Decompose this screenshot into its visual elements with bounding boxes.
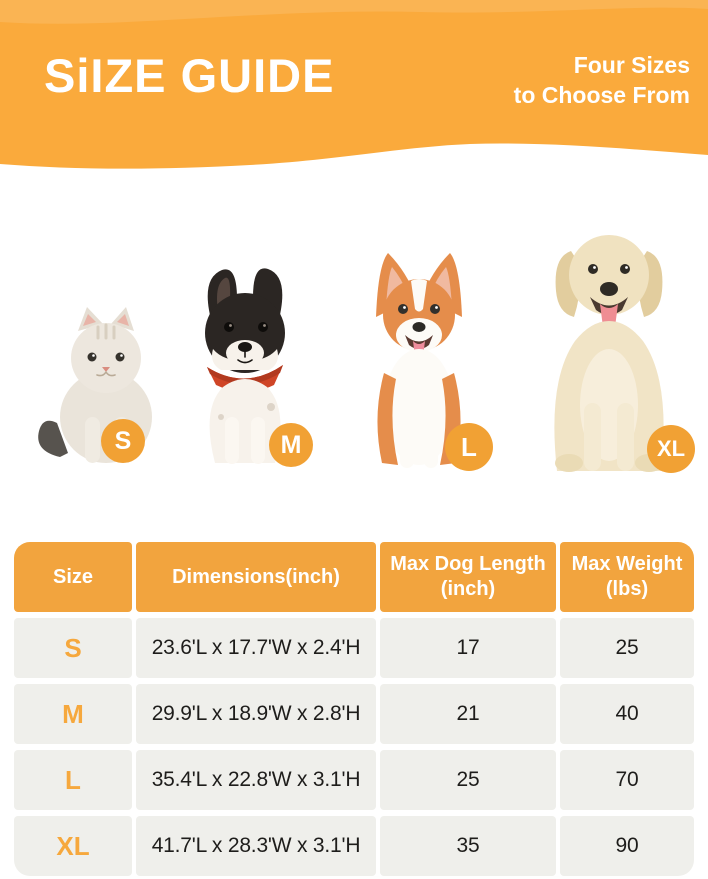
- size-badge-l: L: [445, 423, 493, 471]
- column-header-size: Size: [14, 542, 132, 612]
- row-s-weight-cell: 25: [560, 618, 694, 678]
- pets-size-illustration-strip: S M: [0, 185, 708, 542]
- row-xl-size-cell: XL: [14, 816, 132, 876]
- row-l-weight-cell: 70: [560, 750, 694, 810]
- page-subtitle: Four Sizes to Choose From: [514, 50, 690, 111]
- row-l-size-cell: L: [14, 750, 132, 810]
- french-bulldog-image: [177, 267, 313, 465]
- row-l-length-cell: 25: [380, 750, 556, 810]
- page-subtitle-line2: to Choose From: [513, 82, 690, 109]
- row-m-length-cell: 21: [380, 684, 556, 744]
- cat-image: [30, 305, 170, 465]
- row-m-size-cell: M: [14, 684, 132, 744]
- row-s-size-cell: S: [14, 618, 132, 678]
- row-s-length-cell: 17: [380, 618, 556, 678]
- page-title: SiIZE GUIDE: [44, 49, 335, 102]
- row-xl-weight-cell: 90: [560, 816, 694, 876]
- row-s-dimensions-cell: 23.6'L x 17.7'W x 2.4'H: [136, 618, 376, 678]
- row-m-dimensions-cell: 29.9'L x 18.9'W x 2.8'H: [136, 684, 376, 744]
- row-xl-length-cell: 35: [380, 816, 556, 876]
- row-m-weight-cell: 40: [560, 684, 694, 744]
- size-badge-s: S: [101, 419, 145, 463]
- column-header-dimensions: Dimensions(inch): [136, 542, 376, 612]
- row-xl-dimensions-cell: 41.7'L x 28.3'W x 3.1'H: [136, 816, 376, 876]
- row-l-dimensions-cell: 35.4'L x 22.8'W x 3.1'H: [136, 750, 376, 810]
- column-header-max-weight: Max Weight (lbs): [560, 542, 694, 612]
- banner-bottom-wave-decoration: [0, 143, 708, 185]
- size-guide-table: Size Dimensions(inch) Max Dog Length (in…: [14, 542, 694, 876]
- banner-top-wave-decoration: [0, 0, 708, 24]
- size-badge-xl: XL: [647, 425, 695, 473]
- corgi-image: [354, 247, 484, 470]
- golden-retriever-image: [527, 223, 691, 473]
- column-header-max-dog-length: Max Dog Length (inch): [380, 542, 556, 612]
- size-badge-m: M: [269, 423, 313, 467]
- header-banner: SiIZE GUIDE Four Sizes to Choose From: [0, 0, 708, 185]
- page-subtitle-line1: Four Sizes: [573, 52, 690, 78]
